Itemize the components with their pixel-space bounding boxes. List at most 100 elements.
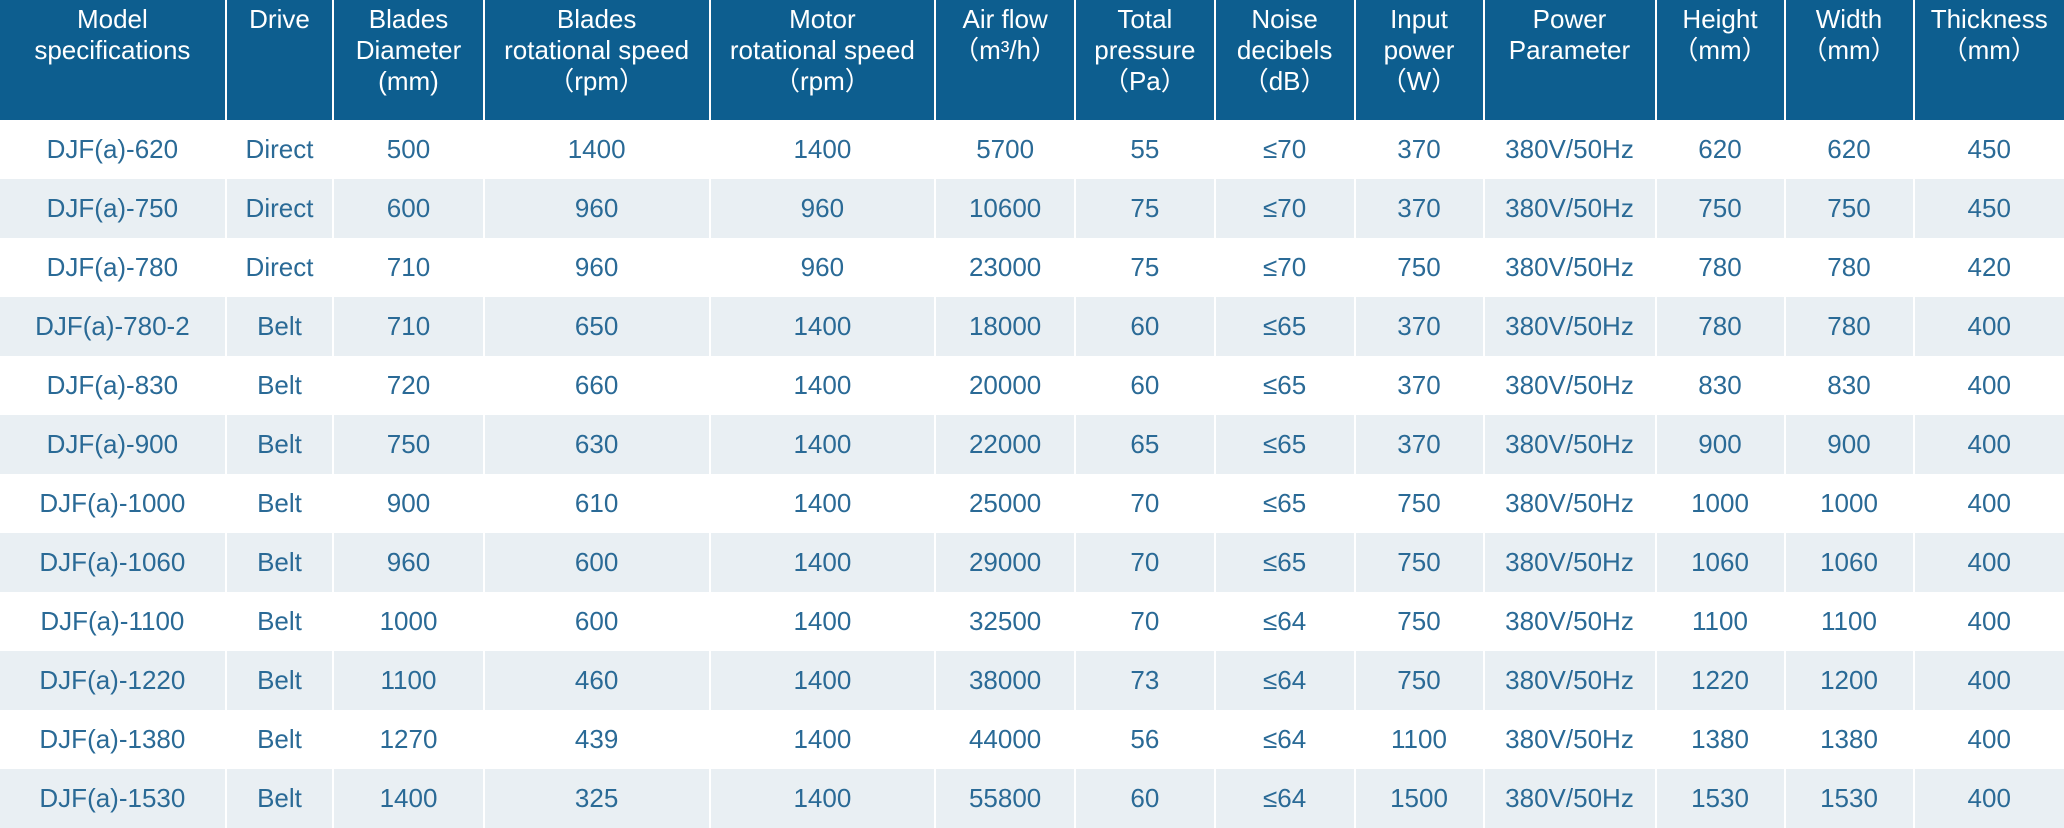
header-row: Modelspecifications Drive BladesDiameter… xyxy=(0,0,2064,120)
cell-height: 620 xyxy=(1656,120,1785,179)
cell-input_power: 1100 xyxy=(1355,710,1484,769)
cell-motor_rpm: 1400 xyxy=(710,710,936,769)
cell-blades_rpm: 325 xyxy=(484,769,710,828)
cell-model: DJF(a)-1380 xyxy=(0,710,226,769)
cell-power_param: 380V/50Hz xyxy=(1484,297,1656,356)
cell-drive: Belt xyxy=(226,297,334,356)
cell-pressure: 70 xyxy=(1075,474,1215,533)
cell-width: 1380 xyxy=(1785,710,1914,769)
cell-thickness: 400 xyxy=(1914,474,2064,533)
cell-blades_rpm: 960 xyxy=(484,179,710,238)
col-height: Height（mm） xyxy=(1656,0,1785,120)
cell-pressure: 60 xyxy=(1075,356,1215,415)
cell-height: 780 xyxy=(1656,297,1785,356)
cell-blades_dia: 1270 xyxy=(333,710,484,769)
cell-noise: ≤64 xyxy=(1215,710,1355,769)
cell-width: 830 xyxy=(1785,356,1914,415)
cell-blades_dia: 600 xyxy=(333,179,484,238)
cell-blades_rpm: 660 xyxy=(484,356,710,415)
cell-power_param: 380V/50Hz xyxy=(1484,238,1656,297)
cell-drive: Belt xyxy=(226,533,334,592)
cell-pressure: 60 xyxy=(1075,297,1215,356)
cell-input_power: 370 xyxy=(1355,356,1484,415)
cell-width: 750 xyxy=(1785,179,1914,238)
col-width: Width（mm） xyxy=(1785,0,1914,120)
cell-input_power: 370 xyxy=(1355,297,1484,356)
cell-noise: ≤65 xyxy=(1215,474,1355,533)
table-row: DJF(a)-1530Belt140032514005580060≤641500… xyxy=(0,769,2064,828)
cell-motor_rpm: 1400 xyxy=(710,415,936,474)
cell-airflow: 38000 xyxy=(935,651,1075,710)
cell-height: 830 xyxy=(1656,356,1785,415)
col-airflow: Air flow（m³/h） xyxy=(935,0,1075,120)
cell-thickness: 400 xyxy=(1914,651,2064,710)
cell-drive: Belt xyxy=(226,769,334,828)
col-model: Modelspecifications xyxy=(0,0,226,120)
cell-drive: Direct xyxy=(226,179,334,238)
cell-noise: ≤64 xyxy=(1215,651,1355,710)
cell-airflow: 22000 xyxy=(935,415,1075,474)
cell-width: 780 xyxy=(1785,238,1914,297)
cell-model: DJF(a)-1220 xyxy=(0,651,226,710)
cell-thickness: 400 xyxy=(1914,297,2064,356)
cell-model: DJF(a)-1530 xyxy=(0,769,226,828)
cell-input_power: 750 xyxy=(1355,592,1484,651)
cell-thickness: 400 xyxy=(1914,592,2064,651)
cell-motor_rpm: 1400 xyxy=(710,120,936,179)
cell-motor_rpm: 1400 xyxy=(710,533,936,592)
cell-pressure: 75 xyxy=(1075,179,1215,238)
cell-height: 1380 xyxy=(1656,710,1785,769)
cell-thickness: 400 xyxy=(1914,769,2064,828)
table-row: DJF(a)-780-2Belt71065014001800060≤653703… xyxy=(0,297,2064,356)
cell-power_param: 380V/50Hz xyxy=(1484,120,1656,179)
cell-input_power: 370 xyxy=(1355,120,1484,179)
cell-thickness: 400 xyxy=(1914,533,2064,592)
cell-blades_dia: 710 xyxy=(333,238,484,297)
cell-power_param: 380V/50Hz xyxy=(1484,533,1656,592)
cell-width: 900 xyxy=(1785,415,1914,474)
cell-airflow: 25000 xyxy=(935,474,1075,533)
cell-drive: Belt xyxy=(226,710,334,769)
cell-width: 780 xyxy=(1785,297,1914,356)
cell-width: 1530 xyxy=(1785,769,1914,828)
table-row: DJF(a)-830Belt72066014002000060≤65370380… xyxy=(0,356,2064,415)
cell-thickness: 400 xyxy=(1914,415,2064,474)
cell-motor_rpm: 1400 xyxy=(710,297,936,356)
cell-motor_rpm: 1400 xyxy=(710,474,936,533)
cell-model: DJF(a)-1000 xyxy=(0,474,226,533)
cell-motor_rpm: 960 xyxy=(710,179,936,238)
cell-noise: ≤64 xyxy=(1215,592,1355,651)
table-row: DJF(a)-750Direct6009609601060075≤7037038… xyxy=(0,179,2064,238)
cell-input_power: 1500 xyxy=(1355,769,1484,828)
cell-pressure: 70 xyxy=(1075,592,1215,651)
table-row: DJF(a)-900Belt75063014002200065≤65370380… xyxy=(0,415,2064,474)
cell-thickness: 420 xyxy=(1914,238,2064,297)
col-motor-rpm: Motorrotational speed（rpm） xyxy=(710,0,936,120)
cell-airflow: 23000 xyxy=(935,238,1075,297)
cell-blades_dia: 900 xyxy=(333,474,484,533)
cell-drive: Belt xyxy=(226,651,334,710)
cell-airflow: 32500 xyxy=(935,592,1075,651)
cell-drive: Belt xyxy=(226,474,334,533)
table-row: DJF(a)-1100Belt100060014003250070≤647503… xyxy=(0,592,2064,651)
cell-blades_dia: 1100 xyxy=(333,651,484,710)
cell-pressure: 70 xyxy=(1075,533,1215,592)
cell-pressure: 75 xyxy=(1075,238,1215,297)
cell-pressure: 55 xyxy=(1075,120,1215,179)
cell-noise: ≤70 xyxy=(1215,238,1355,297)
cell-noise: ≤65 xyxy=(1215,533,1355,592)
cell-airflow: 20000 xyxy=(935,356,1075,415)
cell-model: DJF(a)-750 xyxy=(0,179,226,238)
col-noise: Noisedecibels（dB） xyxy=(1215,0,1355,120)
cell-blades_rpm: 600 xyxy=(484,533,710,592)
cell-input_power: 750 xyxy=(1355,533,1484,592)
cell-airflow: 55800 xyxy=(935,769,1075,828)
cell-input_power: 750 xyxy=(1355,651,1484,710)
col-power-param: PowerParameter xyxy=(1484,0,1656,120)
table-row: DJF(a)-1000Belt90061014002500070≤6575038… xyxy=(0,474,2064,533)
table-row: DJF(a)-1220Belt110046014003800073≤647503… xyxy=(0,651,2064,710)
cell-drive: Direct xyxy=(226,120,334,179)
cell-model: DJF(a)-780-2 xyxy=(0,297,226,356)
cell-noise: ≤65 xyxy=(1215,415,1355,474)
cell-width: 1100 xyxy=(1785,592,1914,651)
